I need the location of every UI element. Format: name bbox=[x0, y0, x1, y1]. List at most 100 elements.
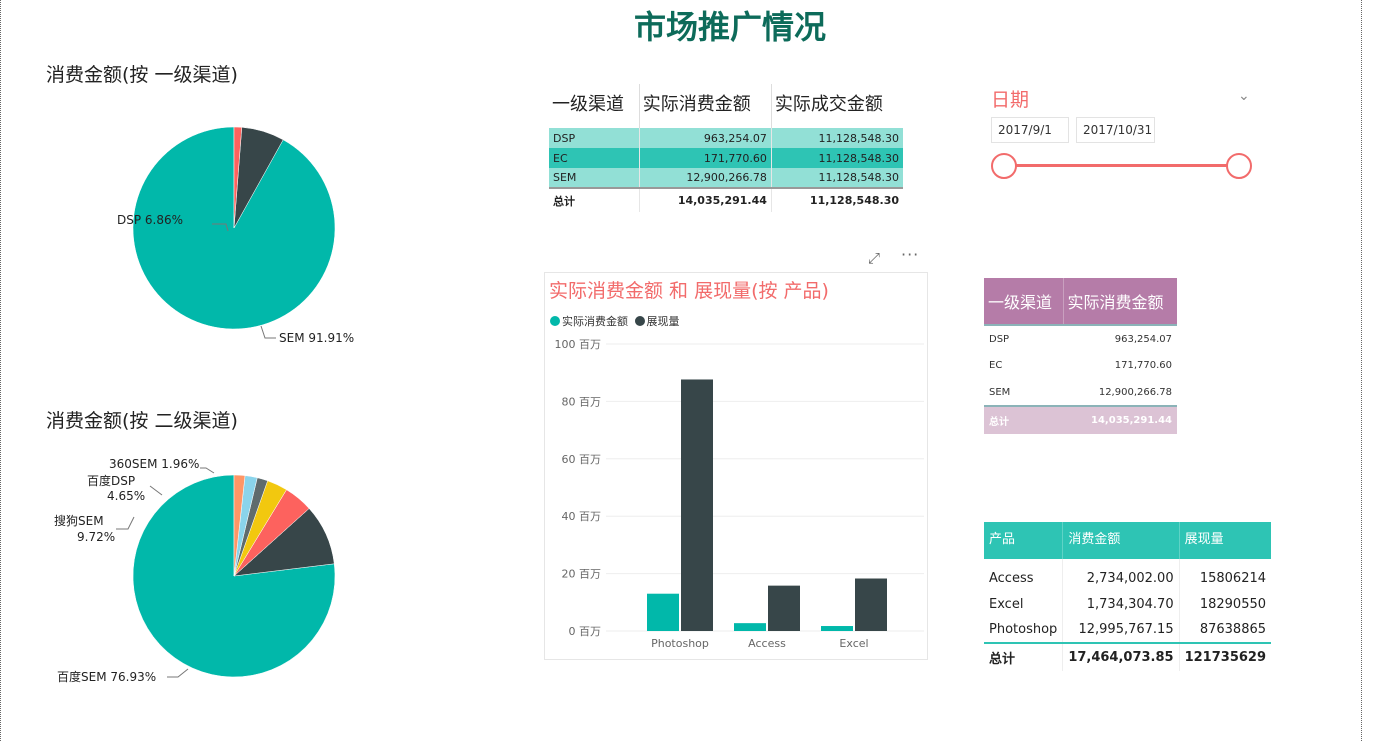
t2-cell: SEM bbox=[989, 386, 1011, 398]
frame-border-left bbox=[0, 0, 2, 741]
chevron-down-icon[interactable]: ⌄ bbox=[1238, 88, 1250, 104]
bar-excel-impressions[interactable] bbox=[855, 578, 887, 631]
y-tick-label: 20 百万 bbox=[562, 568, 602, 581]
t1-cell: DSP bbox=[549, 128, 640, 148]
pie2-leader-baidusem bbox=[167, 668, 189, 678]
t2-cell: 14,035,291.44 bbox=[1063, 405, 1177, 434]
bar-chart-panel bbox=[544, 272, 928, 660]
pie1-label-sem: SEM 91.91% bbox=[279, 331, 354, 345]
t1-cell: 11,128,548.30 bbox=[770, 187, 903, 212]
table-row[interactable]: EC 171,770.60 bbox=[984, 352, 1177, 379]
date-end-input[interactable]: 2017/10/31 bbox=[1076, 117, 1155, 143]
t1-cell: 11,128,548.30 bbox=[770, 168, 903, 188]
channel-spend-table: 一级渠道 实际消费金额 DSP 963,254.07 EC 171,770.60… bbox=[984, 278, 1177, 434]
page-title: 市场推广情况 bbox=[633, 8, 826, 46]
bar-photoshop-spend[interactable] bbox=[647, 593, 679, 631]
x-tick-label: Access bbox=[748, 637, 786, 650]
t1-cell: 963,254.07 bbox=[638, 128, 772, 148]
pie2-leader-360sem bbox=[200, 467, 215, 474]
t3-cell: Excel bbox=[989, 596, 1024, 612]
t2-cell: EC bbox=[989, 360, 1003, 371]
pie1-title: 消费金额(按 一级渠道) bbox=[46, 64, 238, 86]
pie2-label-baidusem: 百度SEM 76.93% bbox=[57, 669, 156, 684]
pie-chart-secondary-channel[interactable]: 360SEM 1.96% 百度DSP 4.65% 搜狗SEM 9.72% 百度S… bbox=[40, 445, 420, 700]
pie-chart-primary-channel[interactable]: DSP 6.86% SEM 91.91% bbox=[40, 100, 420, 360]
pie2-label-sougou-pct: 9.72% bbox=[77, 530, 115, 544]
table-row[interactable]: Photoshop 12,995,767.15 87638865 bbox=[984, 617, 1272, 643]
t3-cell: 87638865 bbox=[1178, 617, 1272, 643]
t2-header-spend[interactable]: 实际消费金额 bbox=[1062, 278, 1177, 326]
bar-excel-spend[interactable] bbox=[821, 626, 853, 631]
t1-cell: 11,128,548.30 bbox=[770, 148, 903, 168]
t1-cell: 11,128,548.30 bbox=[770, 128, 903, 148]
pie1-slice-2[interactable] bbox=[233, 126, 243, 229]
t2-cell: 171,770.60 bbox=[1114, 360, 1172, 371]
table-total-row: 总计 17,464,073.85 121735629 bbox=[984, 642, 1272, 671]
pie1-leader-sem bbox=[260, 325, 276, 339]
legend-dot-impressions bbox=[634, 316, 645, 326]
date-slider-end-handle[interactable] bbox=[1226, 153, 1252, 179]
pie2-label-360sem: 360SEM 1.96% bbox=[109, 457, 199, 471]
y-tick-label: 0 百万 bbox=[569, 625, 602, 638]
table-total-row: 总计 14,035,291.44 11,128,548.30 bbox=[549, 187, 903, 212]
y-tick-label: 60 百万 bbox=[562, 453, 602, 466]
legend-label-spend: 实际消费金额 bbox=[562, 315, 628, 328]
pie1-leader-dsp bbox=[212, 223, 229, 232]
t2-cell: DSP bbox=[989, 333, 1010, 345]
table-row[interactable]: DSP 963,254.07 bbox=[984, 325, 1177, 352]
bar-access-spend[interactable] bbox=[734, 623, 766, 631]
t1-header-channel[interactable]: 一级渠道 bbox=[552, 94, 624, 115]
x-tick-label: Excel bbox=[839, 637, 868, 650]
table-row[interactable]: Excel 1,734,304.70 18290550 bbox=[984, 591, 1272, 617]
table-row[interactable]: Access 2,734,002.00 15806214 bbox=[984, 559, 1272, 591]
t1-cell: 171,770.60 bbox=[638, 148, 772, 168]
pie2-label-360sem-text: 360SEM 1.96% bbox=[109, 457, 199, 471]
y-tick-label: 40 百万 bbox=[562, 510, 602, 523]
bar-access-impressions[interactable] bbox=[768, 585, 800, 631]
date-slider-track[interactable] bbox=[1004, 164, 1240, 167]
t3-header-spend[interactable]: 消费金额 bbox=[1062, 522, 1180, 559]
t3-header-product[interactable]: 产品 bbox=[984, 522, 1063, 559]
t3-cell: Photoshop bbox=[989, 622, 1058, 637]
frame-border-right bbox=[1361, 0, 1363, 741]
pie2-slice-6[interactable] bbox=[233, 474, 246, 577]
t1-header-deal[interactable]: 实际成交金额 bbox=[770, 84, 903, 128]
date-slider-start-handle[interactable] bbox=[991, 153, 1017, 179]
t2-cell: 12,900,266.78 bbox=[1098, 386, 1172, 398]
t1-cell: 14,035,291.44 bbox=[638, 187, 772, 212]
t3-header-impressions[interactable]: 展现量 bbox=[1178, 522, 1272, 559]
t1-cell: SEM bbox=[549, 168, 640, 188]
table-row[interactable]: SEM 12,900,266.78 bbox=[984, 379, 1177, 406]
date-slicer-title: 日期 bbox=[991, 89, 1030, 111]
date-start-input[interactable]: 2017/9/1 bbox=[991, 117, 1069, 143]
pie2-leader-sougou bbox=[116, 516, 135, 530]
t1-header-spend[interactable]: 实际消费金额 bbox=[638, 84, 772, 128]
y-tick-label: 80 百万 bbox=[562, 395, 602, 408]
table-row[interactable]: SEM 12,900,266.78 11,128,548.30 bbox=[549, 168, 903, 188]
t3-cell: 17,464,073.85 bbox=[1062, 642, 1180, 671]
t1-cell: 总计 bbox=[549, 187, 640, 212]
more-options-icon[interactable]: ··· bbox=[901, 245, 920, 264]
t2-cell: 963,254.07 bbox=[1114, 333, 1172, 345]
bar-chart-svg[interactable]: 0 百万 20 百万 40 百万 60 百万 80 百万 100 百万 Photoshop… bbox=[544, 330, 928, 655]
t3-cell: 2,734,002.00 bbox=[1062, 559, 1180, 591]
t3-cell: 121735629 bbox=[1178, 642, 1272, 671]
bar-photoshop-impressions[interactable] bbox=[681, 379, 713, 631]
table-row[interactable]: EC 171,770.60 11,128,548.30 bbox=[549, 148, 903, 168]
channel-amount-table: 一级渠道 实际消费金额 实际成交金额 DSP 963,254.07 11,128… bbox=[549, 84, 903, 212]
t2-cell: 总计 bbox=[984, 405, 1064, 434]
t3-cell: Access bbox=[989, 570, 1034, 586]
legend-label-impressions: 展现量 bbox=[646, 315, 680, 328]
pie2-label-baidudsp-pct: 4.65% bbox=[107, 489, 145, 503]
t3-cell: 1,734,304.70 bbox=[1062, 591, 1180, 617]
table-total-row: 总计 14,035,291.44 bbox=[984, 405, 1177, 434]
t3-cell: 15806214 bbox=[1178, 559, 1272, 591]
table-row[interactable]: DSP 963,254.07 11,128,548.30 bbox=[549, 128, 903, 148]
pie2-leader-baidudsp bbox=[149, 485, 163, 496]
bar-chart-title: 实际消费金额 和 展现量(按 产品) bbox=[549, 280, 829, 302]
focus-mode-icon[interactable]: ⤢ bbox=[868, 249, 881, 267]
t2-header-channel[interactable]: 一级渠道 bbox=[984, 278, 1064, 326]
t1-cell: 12,900,266.78 bbox=[638, 168, 772, 188]
product-table: 产品 消费金额 展现量 Access 2,734,002.00 15806214… bbox=[984, 522, 1272, 671]
x-tick-label: Photoshop bbox=[651, 637, 709, 650]
